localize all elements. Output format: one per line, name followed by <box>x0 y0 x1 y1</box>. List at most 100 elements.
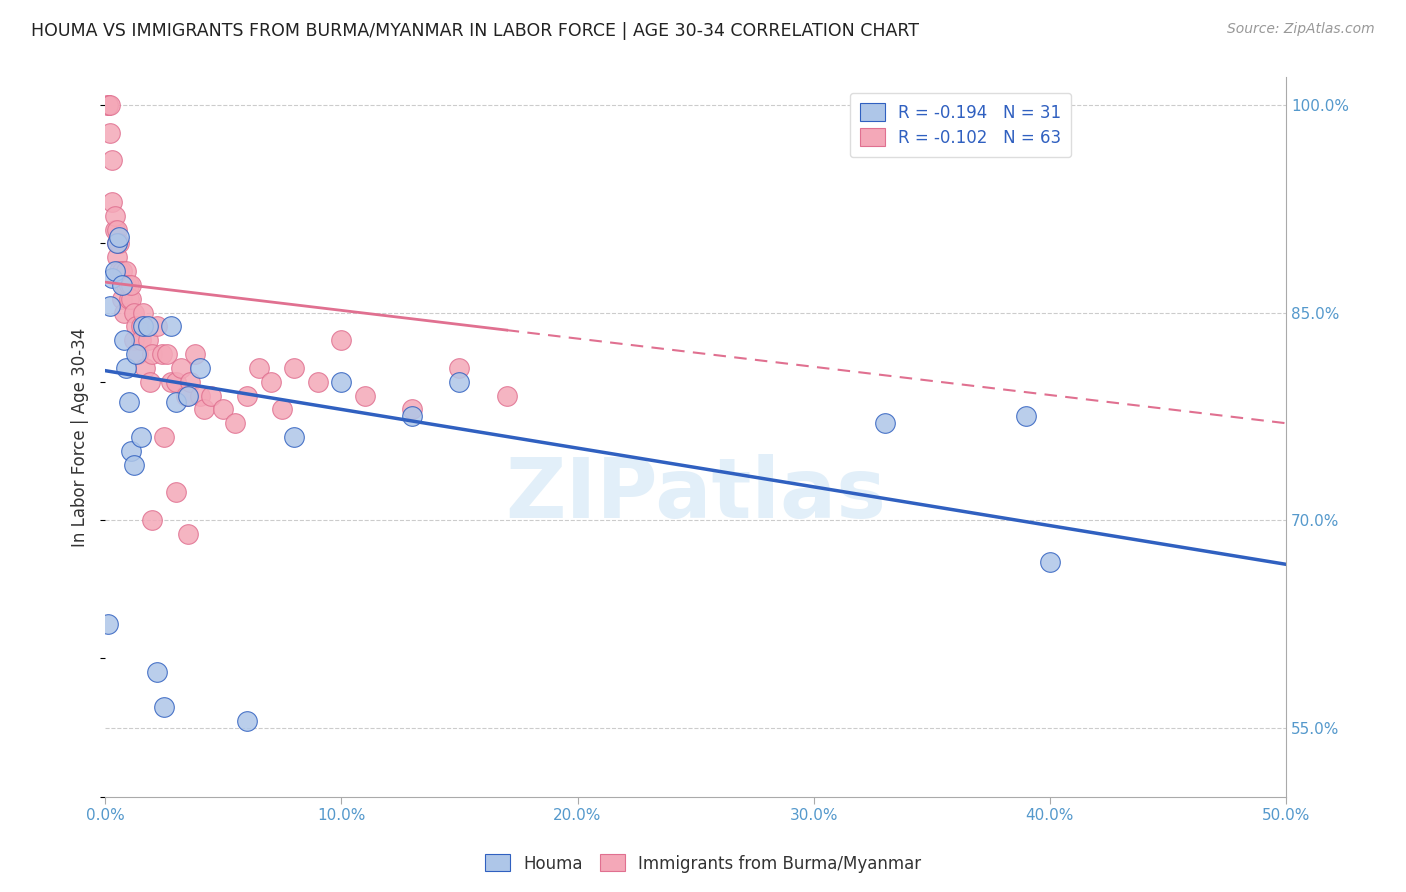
Point <box>156 347 179 361</box>
Point <box>101 271 124 285</box>
Point <box>401 402 423 417</box>
Point <box>98 299 121 313</box>
Point <box>118 395 141 409</box>
Legend: Houma, Immigrants from Burma/Myanmar: Houma, Immigrants from Burma/Myanmar <box>478 847 928 880</box>
Point <box>236 388 259 402</box>
Point <box>259 375 281 389</box>
Y-axis label: In Labor Force | Age 30-34: In Labor Force | Age 30-34 <box>72 327 89 547</box>
Point <box>104 264 127 278</box>
Point <box>141 804 163 818</box>
Point <box>212 402 235 417</box>
Point <box>200 388 222 402</box>
Point <box>115 264 138 278</box>
Point <box>153 430 176 444</box>
Point <box>122 458 145 472</box>
Point <box>108 236 131 251</box>
Point <box>125 347 148 361</box>
Point <box>105 236 128 251</box>
Point <box>105 222 128 236</box>
Point <box>174 388 197 402</box>
Point <box>188 388 211 402</box>
Point <box>98 98 121 112</box>
Point <box>141 513 163 527</box>
Point <box>179 375 201 389</box>
Point <box>177 388 200 402</box>
Point <box>115 277 138 292</box>
Point <box>193 402 215 417</box>
Point <box>97 98 120 112</box>
Point <box>132 305 155 319</box>
Point <box>115 360 138 375</box>
Point <box>146 319 169 334</box>
Legend: R = -0.194   N = 31, R = -0.102   N = 63: R = -0.194 N = 31, R = -0.102 N = 63 <box>849 93 1071 157</box>
Point <box>111 277 134 292</box>
Point <box>247 360 270 375</box>
Point <box>112 277 135 292</box>
Text: Source: ZipAtlas.com: Source: ZipAtlas.com <box>1227 22 1375 37</box>
Point <box>330 333 353 347</box>
Point <box>449 375 471 389</box>
Point <box>108 229 131 244</box>
Point <box>136 333 159 347</box>
Point <box>307 375 329 389</box>
Point <box>129 430 152 444</box>
Point <box>146 665 169 680</box>
Point <box>873 416 896 430</box>
Point <box>112 333 135 347</box>
Point <box>283 430 305 444</box>
Point <box>105 250 128 264</box>
Point <box>108 264 131 278</box>
Point <box>1039 555 1062 569</box>
Point <box>283 360 305 375</box>
Point <box>120 292 142 306</box>
Point <box>136 319 159 334</box>
Text: HOUMA VS IMMIGRANTS FROM BURMA/MYANMAR IN LABOR FORCE | AGE 30-34 CORRELATION CH: HOUMA VS IMMIGRANTS FROM BURMA/MYANMAR I… <box>31 22 920 40</box>
Point <box>122 333 145 347</box>
Point <box>97 98 120 112</box>
Point <box>112 305 135 319</box>
Point <box>170 360 193 375</box>
Point <box>153 699 176 714</box>
Point <box>129 319 152 334</box>
Point <box>224 416 246 430</box>
Point <box>120 443 142 458</box>
Point <box>101 194 124 209</box>
Point <box>354 388 377 402</box>
Point <box>177 527 200 541</box>
Point <box>330 375 353 389</box>
Point <box>129 333 152 347</box>
Point <box>111 292 134 306</box>
Point <box>401 409 423 424</box>
Point <box>236 714 259 728</box>
Point <box>134 360 156 375</box>
Point <box>188 360 211 375</box>
Point <box>111 264 134 278</box>
Point <box>271 402 294 417</box>
Point <box>165 395 187 409</box>
Point <box>104 209 127 223</box>
Point <box>160 375 183 389</box>
Point <box>165 485 187 500</box>
Point <box>98 126 121 140</box>
Point <box>132 319 155 334</box>
Point <box>139 375 162 389</box>
Point <box>122 305 145 319</box>
Point <box>105 236 128 251</box>
Point <box>165 375 187 389</box>
Point <box>97 616 120 631</box>
Point <box>150 347 173 361</box>
Point <box>449 360 471 375</box>
Text: ZIPatlas: ZIPatlas <box>505 454 886 535</box>
Point <box>495 388 517 402</box>
Point <box>120 277 142 292</box>
Point <box>127 347 149 361</box>
Point <box>118 277 141 292</box>
Point <box>141 347 163 361</box>
Point <box>125 319 148 334</box>
Point <box>104 222 127 236</box>
Point <box>118 292 141 306</box>
Point <box>184 347 207 361</box>
Point <box>101 153 124 168</box>
Point <box>1015 409 1038 424</box>
Point <box>160 319 183 334</box>
